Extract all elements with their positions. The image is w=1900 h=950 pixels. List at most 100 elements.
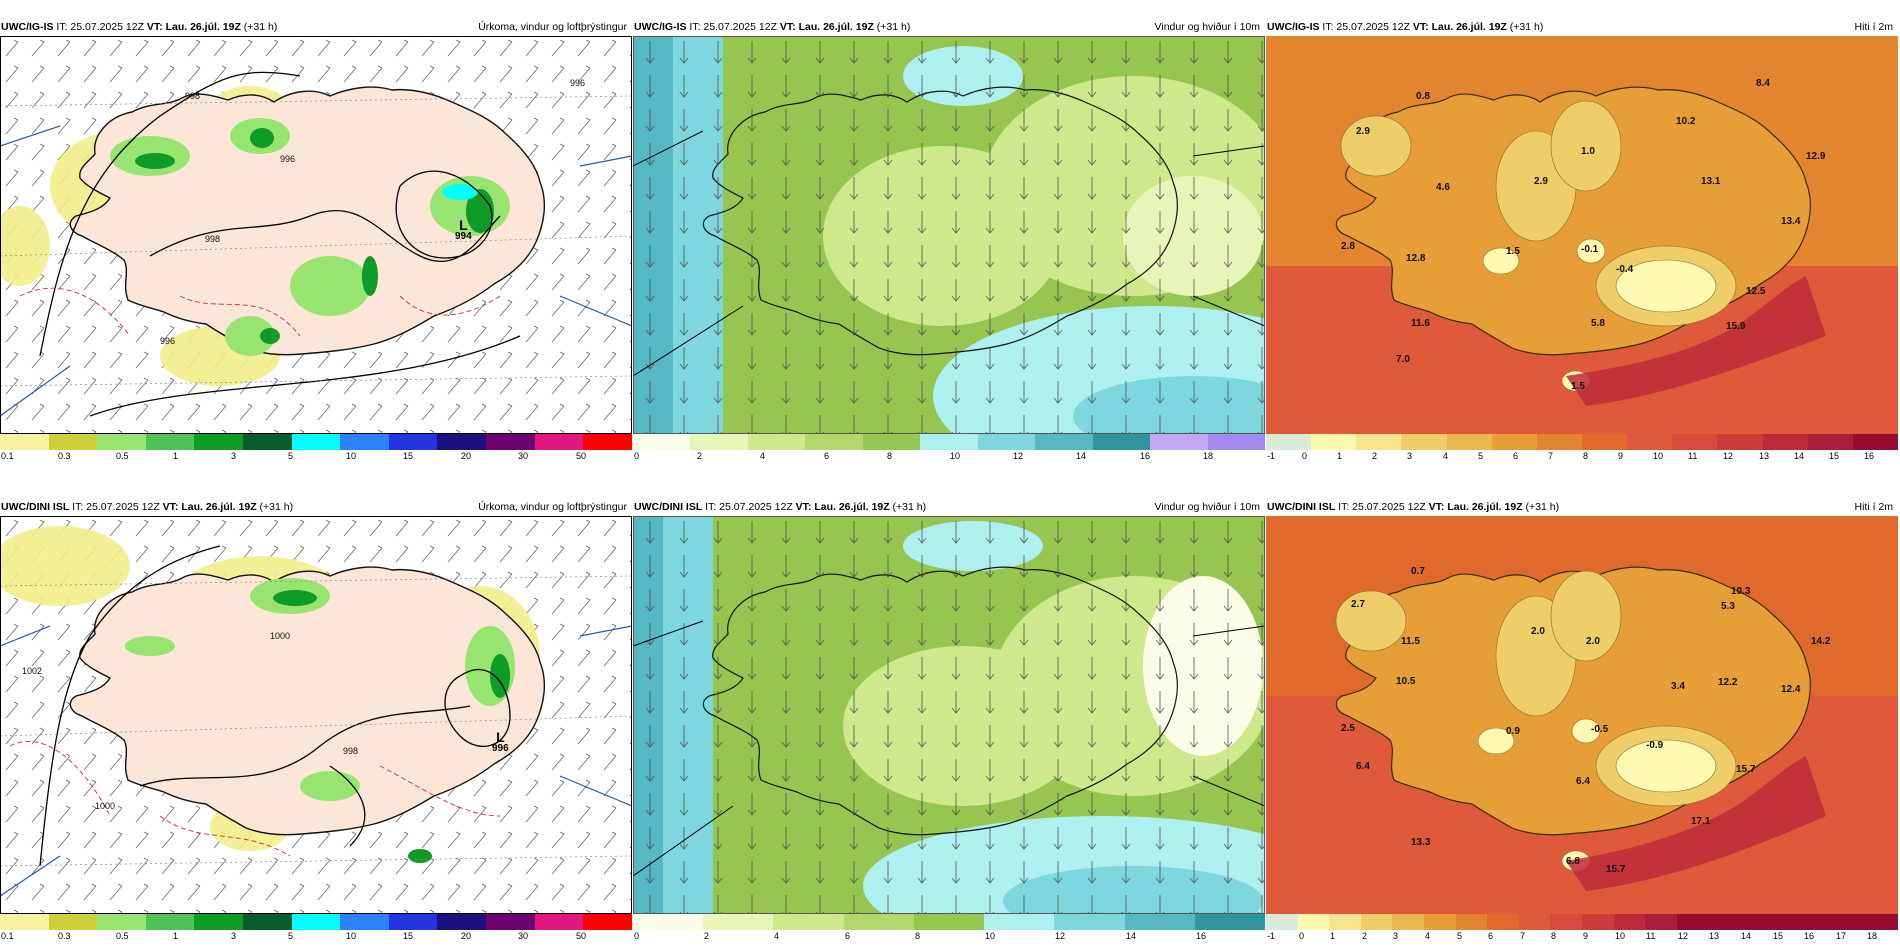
temperature-label: -0.4 [1616, 264, 1634, 275]
isobar-label: 998 [185, 91, 201, 101]
temperature-label: 2.8 [1341, 241, 1355, 252]
temperature-label: 2.0 [1531, 626, 1545, 637]
temperature-label: 8.4 [1756, 78, 1770, 89]
isobar-label: 998 [343, 746, 359, 756]
colorbar-swatch [920, 434, 978, 450]
colorbar-swatch [291, 434, 341, 450]
temperature-label: -0.9 [1646, 740, 1664, 751]
colorbar-ticks: 0.1 0.3 0.5 1 3 5 10 15 20 30 50 [0, 451, 632, 465]
colorbar-tick-label: 10 [1653, 451, 1664, 461]
colorbar-swatch [1717, 434, 1763, 450]
temperature-label: 3.4 [1671, 681, 1685, 692]
temperature-label: 15.9 [1726, 321, 1746, 332]
colorbar-swatch [1581, 914, 1614, 930]
model-name: UWC/DINI ISL [1, 501, 70, 513]
valid-time: VT: Lau. 26.júl. 19Z [162, 501, 257, 513]
colorbar [1266, 914, 1898, 930]
colorbar-swatch [291, 914, 341, 930]
colorbar-tick-label: 9 [1618, 451, 1624, 461]
colorbar-tick-label: 3 [1407, 451, 1413, 461]
colorbar-swatch [690, 434, 748, 450]
colorbar-tick-label: 1 [1330, 931, 1336, 941]
colorbar-tick-label: 2 [697, 451, 703, 461]
colorbar-swatch [1194, 914, 1265, 930]
colorbar-swatch [1762, 434, 1808, 450]
panel-wind-dini: UWC/DINI ISL IT: 25.07.2025 12Z VT: Lau.… [633, 480, 1265, 950]
panel-wind-igis: UWC/IG-IS IT: 25.07.2025 12Z VT: Lau. 26… [633, 0, 1265, 470]
isobar-label: 996 [570, 78, 586, 88]
temperature-map: 0.7 10.3 2.7 5.3 11.5 2.0 2.0 14.2 10.5 3.4 12.2 12… [1266, 516, 1898, 914]
colorbar-swatch [583, 434, 632, 450]
colorbar-swatch [1803, 914, 1835, 930]
colorbar-tick-label: 15 [403, 451, 414, 461]
low-pressure-label: L 994 [455, 218, 472, 243]
field-name: Hiti í 2m [1854, 501, 1893, 513]
valid-time: VT: Lau. 26.júl. 19Z [1412, 21, 1507, 33]
colorbar-tick-label: 16 [1804, 931, 1815, 941]
colorbar-tick-label: 9 [1583, 931, 1589, 941]
colorbar-swatch [1771, 914, 1804, 930]
colorbar-swatch [633, 434, 691, 450]
temperature-label: 13.1 [1701, 176, 1721, 187]
colorbar-tick-label: 13 [1709, 931, 1720, 941]
temperature-label: 11.6 [1411, 318, 1430, 329]
temperature-label: 1.0 [1581, 146, 1595, 157]
colorbar-swatch [486, 914, 535, 930]
temperature-label: 2.0 [1586, 636, 1600, 647]
colorbar-swatch [1423, 914, 1456, 930]
temperature-label: 15.7 [1736, 764, 1756, 775]
colorbar-tick-label: 12 [1678, 931, 1689, 941]
colorbar-tick-label: 10 [985, 931, 996, 941]
valid-time: VT: Lau. 26.júl. 19Z [779, 21, 874, 33]
model-name: UWC/DINI ISL [1267, 501, 1336, 513]
isobar-label: 998 [205, 234, 221, 244]
colorbar-tick-label: 0.1 [1, 451, 14, 461]
colorbar-tick-label: 30 [518, 931, 529, 941]
low-pressure-label: L 996 [492, 730, 509, 755]
colorbar-swatch [1311, 434, 1357, 450]
colorbar-swatch [1446, 434, 1492, 450]
colorbar-tick-label: 12 [1013, 451, 1024, 461]
colorbar-swatch [48, 914, 98, 930]
panel-temp-dini: UWC/DINI ISL IT: 25.07.2025 12Z VT: Lau.… [1266, 480, 1898, 950]
colorbar-tick-label: 8 [1551, 931, 1557, 941]
colorbar-swatch [1518, 914, 1551, 930]
isobar-label: 996 [280, 154, 296, 164]
colorbar-tick-label: 14 [1794, 451, 1805, 461]
panel-precip-dini: UWC/DINI ISL IT: 25.07.2025 12Z VT: Lau.… [0, 480, 632, 950]
panel-title: UWC/DINI ISL IT: 25.07.2025 12Z VT: Lau.… [1266, 480, 1898, 516]
temperature-label: -0.1 [1581, 244, 1599, 255]
temperature-label: 0.7 [1411, 566, 1425, 577]
colorbar-swatch [145, 914, 195, 930]
colorbar-swatch [583, 914, 632, 930]
colorbar-swatch [1124, 914, 1195, 930]
colorbar-swatch [194, 434, 244, 450]
precip-map: L 996 1002 1000 998 1000 [0, 516, 632, 914]
colorbar-tick-label: 0.5 [116, 451, 129, 461]
colorbar-swatch [773, 914, 844, 930]
panel-precip-igis: UWC/IG-IS IT: 25.07.2025 12Z VT: Lau. 26… [0, 0, 632, 470]
colorbar-tick-label: 14 [1741, 931, 1752, 941]
temperature-label: 10.3 [1731, 586, 1751, 597]
colorbar-tick-label: 1 [173, 451, 179, 461]
colorbar-tick-label: 0.3 [58, 451, 71, 461]
lead-time: (+31 h) [876, 21, 911, 33]
temperature-label: 0.9 [1506, 726, 1520, 737]
colorbar-swatch [1401, 434, 1447, 450]
lead-time: (+31 h) [892, 501, 927, 513]
colorbar-tick-label: 20 [461, 451, 472, 461]
panel-temp-igis: UWC/IG-IS IT: 25.07.2025 12Z VT: Lau. 26… [1266, 0, 1898, 470]
colorbar-swatch [984, 914, 1055, 930]
colorbar-tick-label: 3 [231, 931, 237, 941]
colorbar-swatch [1807, 434, 1853, 450]
wind-map [633, 516, 1265, 914]
colorbar-swatch [97, 434, 146, 450]
lead-time: (+31 h) [1525, 501, 1560, 513]
init-time: IT: 25.07.2025 12Z [56, 21, 144, 33]
colorbar-tick-label: 16 [1196, 931, 1207, 941]
colorbar-tick-label: 0.1 [1, 931, 14, 941]
colorbar-tick-label: 8 [915, 931, 921, 941]
temperature-label: 13.3 [1411, 837, 1431, 848]
colorbar-tick-label: 2 [1372, 451, 1378, 461]
colorbar-tick-label: 0 [634, 931, 640, 941]
